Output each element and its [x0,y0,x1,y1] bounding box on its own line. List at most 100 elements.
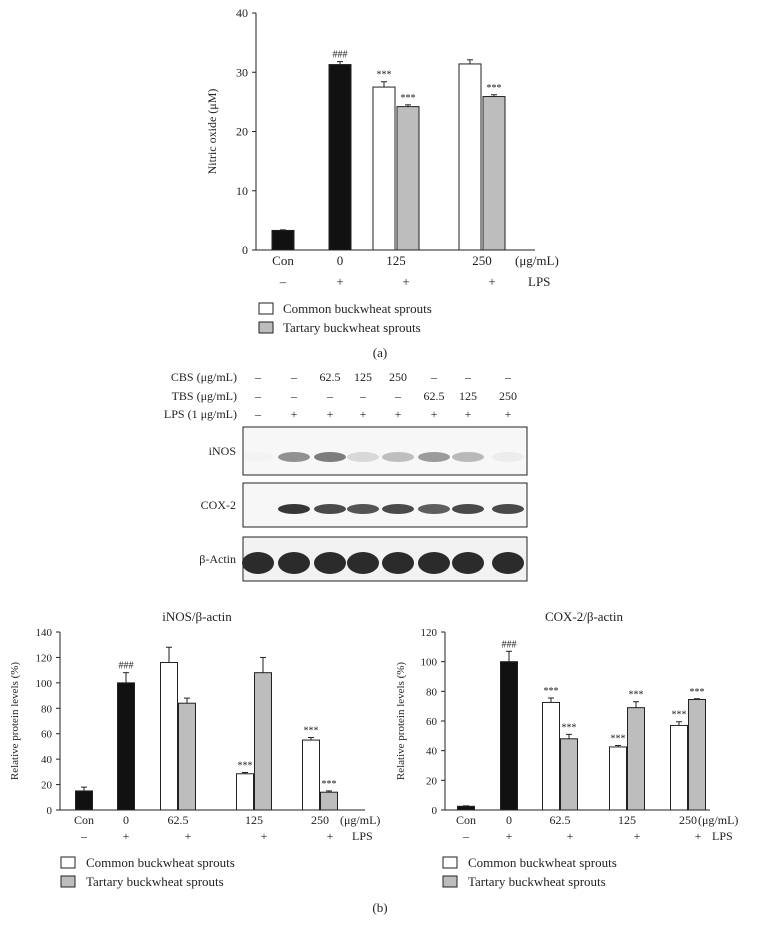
bar [271,229,295,251]
lps-sign: + [695,829,702,843]
treatment-value: – [504,370,512,384]
chart-title: iNOS/β-actin [162,609,232,624]
category-label: Con [272,253,294,268]
treatment-value: – [254,389,262,403]
bar [482,96,506,251]
y-tick-label: 40 [426,746,438,758]
category-label: 62.5 [550,813,571,827]
bar [117,682,135,811]
treatment-value: 125 [459,389,477,403]
y-tick-label: 120 [421,627,438,639]
y-tick-label: 140 [36,627,53,639]
lps-axis-label: LPS [352,829,373,843]
significance-label: *** [304,726,319,737]
y-tick-label: 20 [236,125,248,139]
y-tick-label: 20 [426,775,438,787]
treatment-row-label: TBS (μg/mL) [172,389,237,403]
legend-label-common: Common buckwheat sprouts [468,855,617,870]
blot-band [452,452,484,462]
bar [560,738,578,811]
treatment-value: 62.5 [424,389,445,403]
legend-swatch-common [60,856,76,869]
treatment-row-label: LPS (1 μg/mL) [164,407,237,421]
treatment-value: + [431,407,438,421]
significance-label: *** [562,722,577,733]
significance-label: ### [333,50,348,61]
significance-label: *** [487,83,502,94]
treatment-value: – [290,370,298,384]
significance-label: *** [611,733,626,744]
bar [688,698,706,811]
blot-band [278,552,310,574]
y-tick-label: 120 [36,652,53,664]
treatment-row-label: CBS (μg/mL) [171,370,237,384]
lps-sign: + [327,829,334,843]
treatment-value: 250 [389,370,407,384]
lps-sign: + [402,274,409,289]
treatment-value: + [360,407,367,421]
legend-swatch-tartary [258,321,274,334]
legend-panel-a: Common buckwheat sprouts Tartary buckwhe… [258,301,432,335]
treatment-value: – [394,389,402,403]
category-label: 62.5 [168,813,189,827]
category-label: 125 [386,253,406,268]
bar [302,739,320,811]
lps-axis-label: LPS [712,829,733,843]
blot-band [418,452,450,462]
chart-title: COX-2/β-actin [545,609,624,624]
blot-row-label: COX-2 [201,498,236,512]
legend-label-common: Common buckwheat sprouts [283,301,432,316]
blot-band [492,504,524,514]
treatment-value: – [290,389,298,403]
bar [75,790,93,811]
bar [670,724,688,811]
y-axis-label: Nitric oxide (μM) [205,89,219,175]
significance-label: *** [401,93,416,104]
y-axis-label: Relative protein levels (%) [9,662,21,781]
bar [500,661,518,811]
lps-sign: + [336,274,343,289]
bar [328,64,352,251]
y-tick-label: 100 [421,657,438,669]
category-label: 0 [506,813,512,827]
y-tick-label: 100 [36,678,53,690]
legend-label-tartary: Tartary buckwheat sprouts [283,320,421,335]
blot-band [314,552,346,574]
concentration-unit: (μg/mL) [340,813,380,827]
y-tick-label: 80 [41,703,53,715]
blot-band [492,552,524,574]
blot-band [382,504,414,514]
bar [458,63,482,251]
lps-sign: + [634,829,641,843]
y-tick-label: 0 [432,805,438,817]
blot-band [242,452,274,462]
category-label: Con [456,813,476,827]
bar [457,805,475,811]
legend-label-common: Common buckwheat sprouts [86,855,235,870]
lps-sign: – [462,829,470,843]
concentration-unit: (μg/mL) [698,813,738,827]
category-label: 125 [618,813,636,827]
blot-band [382,452,414,462]
y-tick-label: 20 [41,780,53,792]
bar [320,791,338,811]
chart-panel-b-inos: 0 20 40 60 80 100 120 140 Relative protein level… [9,609,380,843]
significance-label: *** [690,687,705,698]
lps-sign: + [261,829,268,843]
significance-label: *** [238,760,253,771]
treatment-value: + [395,407,402,421]
blot-band [278,452,310,462]
significance-label: *** [322,779,337,790]
category-label: 125 [245,813,263,827]
legend-swatch-common [258,302,274,315]
blot-band [452,504,484,514]
bar [178,702,196,811]
lps-sign: + [185,829,192,843]
treatment-value: 250 [499,389,517,403]
chart-panel-b-cox2: 0 20 40 60 80 100 120 Relative protein levels (… [395,609,738,843]
treatment-value: 125 [354,370,372,384]
treatment-value: 62.5 [320,370,341,384]
blot-band [242,552,274,574]
bar [627,707,645,811]
